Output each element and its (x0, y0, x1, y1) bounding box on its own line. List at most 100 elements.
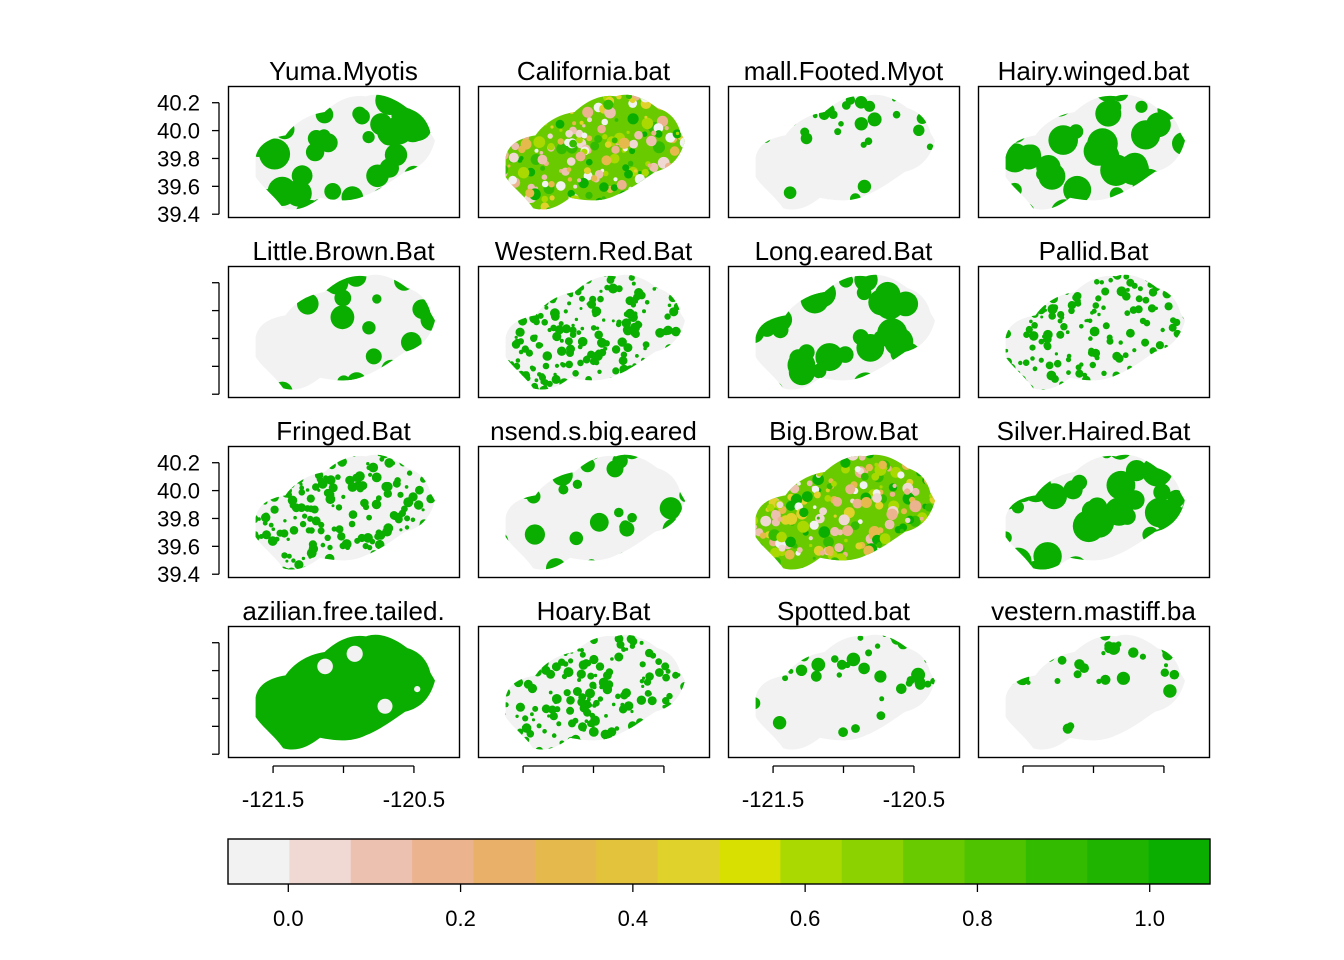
y-tick-label: 39.8 (157, 506, 200, 531)
panel-title: Hoary.Bat (537, 596, 651, 626)
x-tick-label: -121.5 (742, 787, 804, 812)
raster-map (755, 274, 936, 390)
raster-map (505, 634, 686, 750)
panel-frame (727, 625, 961, 759)
raster-map (255, 454, 436, 570)
panel-title: Pallid.Bat (1039, 236, 1150, 266)
map-panel: Western.Red.Bat (477, 236, 711, 399)
y-axis (212, 642, 220, 755)
colorbar-segment (289, 839, 352, 884)
y-tick-label: 39.6 (157, 174, 200, 199)
colorbar-segment (350, 839, 413, 884)
y-tick-label: 40.0 (157, 479, 200, 504)
y-tick-label: 39.4 (157, 562, 200, 587)
panel-title: Fringed.Bat (276, 416, 411, 446)
panel-title: Hairy.winged.bat (998, 56, 1191, 86)
raster-map (1005, 274, 1186, 390)
y-tick-label: 39.6 (157, 534, 200, 559)
colorbar-tick-label: 1.0 (1134, 906, 1165, 931)
x-tick-label: -120.5 (383, 787, 445, 812)
panel-title: mall.Footed.Myot (744, 56, 944, 86)
raster-map (1005, 94, 1186, 210)
y-axis: 40.2 40.039.8 39.6 39.4 (157, 91, 220, 227)
x-axis: -121.5 -120.5 (742, 765, 945, 812)
map-panel: mall.Footed.Myot (727, 56, 961, 219)
raster-map (755, 94, 936, 210)
colorbar-segment (964, 839, 1027, 884)
colorbar-tick-label: 0.6 (790, 906, 821, 931)
map-panel: Pallid.Bat (977, 236, 1211, 399)
colorbar-segment (657, 839, 720, 884)
colorbar-segment (228, 839, 290, 884)
colorbar-segment (1087, 839, 1150, 884)
raster-map (255, 94, 436, 210)
panel-frame (227, 625, 461, 759)
panel-title: Big.Brow.Bat (769, 416, 919, 446)
colorbar-tick-label: 0.0 (273, 906, 304, 931)
panel-frame (727, 445, 961, 579)
panel-title: California.bat (517, 56, 671, 86)
colorbar-tick-label: 0.8 (962, 906, 993, 931)
colorbar-segment (534, 839, 597, 884)
x-axis: -121.5 -120.5 (242, 765, 445, 812)
panel-frame (227, 265, 461, 399)
map-panel: Little.Brown.Bat (227, 236, 461, 399)
panel-frame (477, 265, 711, 399)
panel-frame (477, 625, 711, 759)
raster-map (1005, 634, 1186, 750)
colorbar-tick-label: 0.4 (618, 906, 649, 931)
raster-map (505, 94, 686, 210)
panel-title: Spotted.bat (777, 596, 911, 626)
map-panels: Yuma.Myotis California.bat mall.Footed.Myo… (227, 56, 1211, 759)
map-panel: Spotted.bat (727, 596, 961, 759)
panel-title: Silver.Haired.Bat (997, 416, 1191, 446)
panel-frame (227, 445, 461, 579)
map-panel: Hairy.winged.bat (977, 56, 1211, 219)
y-tick-label: 39.8 (157, 146, 200, 171)
raster-map (505, 454, 686, 570)
panel-title: vestern.mastiff.ba (991, 596, 1196, 626)
colorbar-segment (412, 839, 474, 884)
panel-title: azilian.free.tailed. (242, 596, 444, 626)
x-tick-label: -121.5 (242, 787, 304, 812)
map-panel: Silver.Haired.Bat (977, 416, 1211, 579)
panel-frame (227, 85, 461, 219)
y-tick-label: 40.2 (157, 91, 200, 116)
colorbar-segment (596, 839, 659, 884)
map-panel: Long.eared.Bat (727, 236, 961, 399)
map-panel: Hoary.Bat (477, 596, 711, 759)
panel-title: Long.eared.Bat (755, 236, 934, 266)
panel-frame (477, 445, 711, 579)
colorbar-segment (473, 839, 536, 884)
panel-title: Little.Brown.Bat (252, 236, 435, 266)
x-axis (1022, 765, 1165, 773)
map-panel: Yuma.Myotis (227, 56, 461, 219)
map-panel: Big.Brow.Bat (727, 416, 961, 579)
panel-frame (977, 265, 1211, 399)
x-axis (522, 765, 665, 773)
colorbar-segment (719, 839, 781, 884)
raster-map (505, 274, 686, 390)
panel-frame (477, 85, 711, 219)
axes: 40.240.039.839.639.440.240.039.839.639.4… (157, 91, 1165, 812)
map-panel: nsend.s.big.eared (477, 416, 711, 579)
raster-map (255, 634, 436, 750)
colorbar-segment (841, 839, 904, 884)
panel-frame (727, 85, 961, 219)
colorbar-segment (903, 839, 965, 884)
map-panel: California.bat (477, 56, 711, 219)
y-tick-label: 40.2 (157, 451, 200, 476)
map-panel: Fringed.Bat (227, 416, 461, 579)
y-axis (212, 282, 220, 395)
colorbar-segment (1148, 839, 1211, 884)
raster-map (255, 274, 436, 390)
y-axis: 40.2 40.039.8 39.6 39.4 (157, 451, 220, 587)
colorbar-tick-label: 0.2 (445, 906, 476, 931)
map-panel: azilian.free.tailed. (227, 596, 461, 759)
x-tick-label: -120.5 (883, 787, 945, 812)
panel-frame (727, 265, 961, 399)
panel-frame (977, 625, 1211, 759)
raster-map (1005, 454, 1186, 570)
y-tick-label: 40.0 (157, 119, 200, 144)
